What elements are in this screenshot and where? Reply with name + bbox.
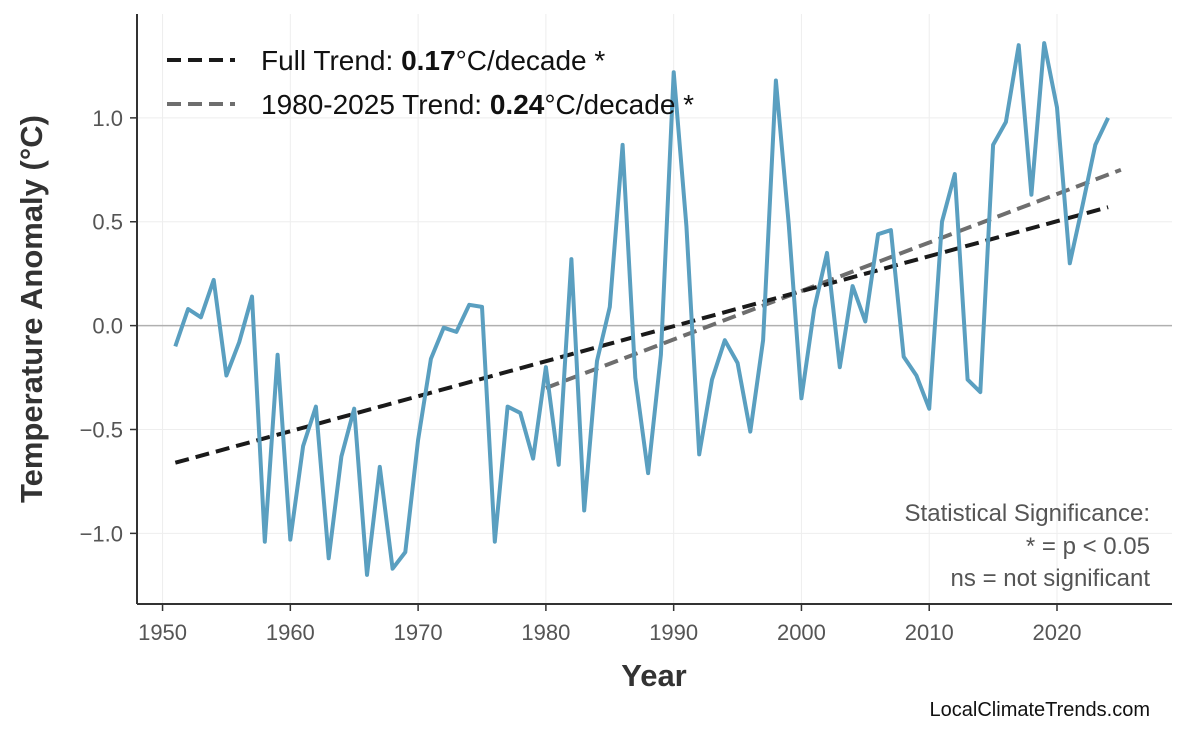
x-tick-label: 2020	[1033, 620, 1082, 645]
x-tick-label: 1960	[266, 620, 315, 645]
x-tick-label: 1970	[394, 620, 443, 645]
x-tick-label: 1950	[138, 620, 187, 645]
y-axis-label: Temperature Anomaly (°C)	[14, 115, 49, 503]
legend-entry-full-trend: Full Trend: 0.17°C/decade *	[261, 45, 605, 76]
y-tick-label: 0.0	[92, 314, 123, 339]
x-tick-label: 2010	[905, 620, 954, 645]
y-tick-label: 1.0	[92, 106, 123, 131]
x-tick-label: 1990	[649, 620, 698, 645]
legend-entry-recent-trend: 1980-2025 Trend: 0.24°C/decade *	[261, 89, 694, 120]
x-axis-label: Year	[621, 658, 687, 693]
full-trend-line	[174, 205, 1109, 465]
series-line	[173, 41, 1110, 577]
y-ticks: −1.0 −0.5 0.0 0.5 1.0	[80, 106, 137, 546]
legend: Full Trend: 0.17°C/decade * 1980-2025 Tr…	[167, 45, 694, 120]
note-line-3: ns = not significant	[951, 565, 1151, 592]
x-tick-label: 2000	[777, 620, 826, 645]
x-ticks: 1950 1960 1970 1980 1990 2000 2010 2020	[138, 604, 1081, 645]
y-tick-label: −1.0	[80, 521, 123, 546]
recent-trend-line	[545, 167, 1122, 390]
significance-note: Statistical Significance: * = p < 0.05 n…	[905, 500, 1151, 592]
note-line-2: * = p < 0.05	[1026, 533, 1150, 560]
source-credit: LocalClimateTrends.com	[930, 699, 1150, 721]
y-tick-label: 0.5	[92, 210, 123, 235]
trend-lines	[174, 167, 1122, 465]
note-line-1: Statistical Significance:	[905, 500, 1150, 527]
y-tick-label: −0.5	[80, 417, 123, 442]
axes	[136, 14, 1172, 605]
x-tick-label: 1980	[521, 620, 570, 645]
